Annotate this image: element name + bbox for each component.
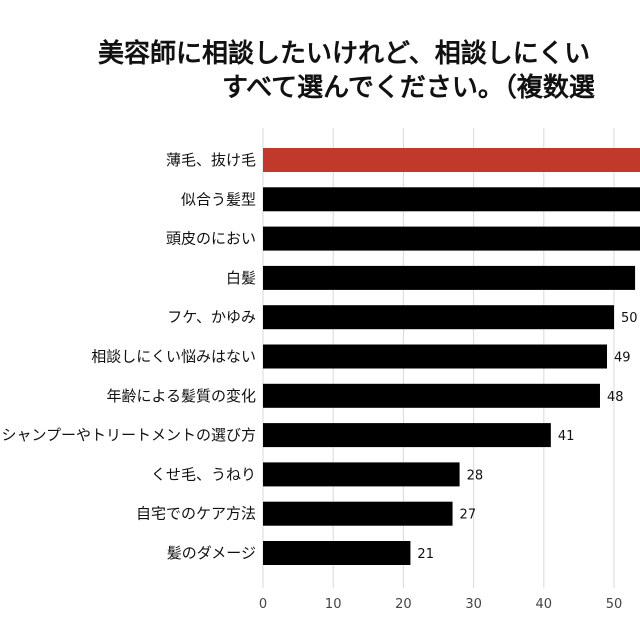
category-label: 似合う髪型 bbox=[181, 190, 256, 208]
category-label: 白髪 bbox=[226, 269, 256, 287]
bar bbox=[263, 423, 551, 448]
value-label: 49 bbox=[614, 351, 631, 366]
x-tick-label: 0 bbox=[259, 597, 267, 612]
category-label: 頭皮のにおい bbox=[166, 230, 256, 248]
value-label: 27 bbox=[460, 508, 477, 523]
bar bbox=[263, 265, 636, 290]
category-label: 薄毛、抜け毛 bbox=[166, 151, 256, 169]
x-tick-label: 40 bbox=[536, 597, 553, 612]
bar bbox=[263, 383, 600, 408]
category-label: 年齢による髪質の変化 bbox=[106, 387, 256, 405]
x-tick-label: 20 bbox=[395, 597, 412, 612]
bar bbox=[263, 305, 615, 330]
x-tick-label: 10 bbox=[325, 597, 342, 612]
x-tick-label: 50 bbox=[606, 597, 623, 612]
category-label: シャンプーやトリートメントの選び方 bbox=[1, 426, 256, 444]
category-label: 髪のダメージ bbox=[167, 544, 256, 562]
bar bbox=[263, 148, 640, 172]
bar bbox=[263, 226, 640, 251]
category-label: 自宅でのケア方法 bbox=[136, 505, 256, 523]
category-label: くせ毛、うねり bbox=[151, 465, 256, 483]
category-label: 相談しにくい悩みはない bbox=[91, 348, 256, 366]
bar bbox=[263, 462, 460, 487]
value-label: 41 bbox=[558, 429, 575, 444]
value-label: 50 bbox=[621, 311, 638, 326]
bar bbox=[263, 187, 640, 212]
bar bbox=[263, 344, 608, 369]
x-tick-label: 30 bbox=[465, 597, 482, 612]
value-label: 28 bbox=[467, 468, 484, 483]
bar bbox=[263, 501, 453, 526]
chart-title-line-1: 美容師に相談したいけれど、相談しにくい bbox=[98, 39, 591, 69]
bar bbox=[263, 541, 411, 565]
category-label: フケ、かゆみ bbox=[167, 308, 256, 326]
value-label: 21 bbox=[417, 547, 434, 562]
chart-title-line-2: すべて選んでください。（複数選 bbox=[222, 73, 595, 103]
value-label: 48 bbox=[607, 390, 624, 405]
